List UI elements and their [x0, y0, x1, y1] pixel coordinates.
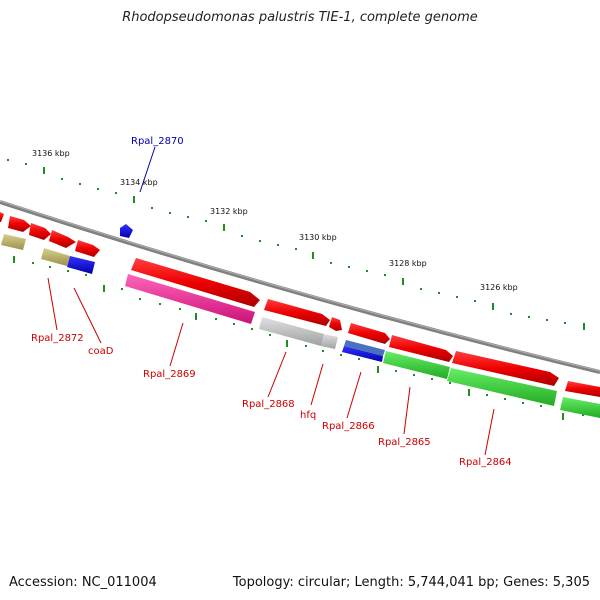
forward-strand: [0, 212, 600, 397]
gene-arrow[interactable]: [29, 223, 51, 240]
gene-arrow[interactable]: [49, 230, 76, 248]
gene-rpal-2864[interactable]: [447, 368, 557, 406]
gene-rpal-2864-fwd[interactable]: [452, 351, 559, 386]
topology-text: Topology: circular; Length: 5,744,041 bp…: [232, 575, 590, 590]
gene-coaD[interactable]: [67, 256, 95, 274]
gene-coaD-bar[interactable]: [41, 248, 70, 266]
gene-arrow[interactable]: [75, 240, 100, 257]
gene-rpal-2866[interactable]: [342, 346, 383, 362]
gene-label[interactable]: Rpal_2872: [31, 333, 84, 344]
gene-label[interactable]: Rpal_2865: [378, 437, 431, 448]
label-leaders: [47, 146, 495, 456]
gene-arrow[interactable]: [565, 381, 600, 397]
gene-arrow[interactable]: [8, 216, 31, 232]
gene-label[interactable]: Rpal_2870: [131, 136, 184, 147]
gene-label[interactable]: Rpal_2868: [242, 399, 295, 410]
kbp-label: 3136 kbp: [32, 149, 70, 158]
gene-rpal-2869[interactable]: [125, 274, 255, 324]
genome-backbone: [0, 200, 600, 374]
gene-label[interactable]: Rpal_2864: [459, 457, 512, 468]
gene-label[interactable]: coaD: [88, 346, 114, 357]
gene-rpal-2870[interactable]: [120, 224, 133, 238]
gene-label[interactable]: Rpal_2869: [143, 369, 196, 380]
kbp-label: 3128 kbp: [389, 259, 427, 268]
gene-rpal-2866-fwd[interactable]: [348, 323, 390, 344]
gene-rpal-2872[interactable]: [1, 234, 26, 250]
kbp-label: 3130 kbp: [299, 233, 337, 242]
gene-bar[interactable]: [560, 397, 600, 418]
gene-rpal-2868[interactable]: [259, 317, 324, 346]
gene-label[interactable]: Rpal_2866: [322, 421, 375, 432]
accession-text: Accession: NC_011004: [9, 575, 157, 590]
scale-ticks: [7, 159, 585, 330]
gene-rpal-2865[interactable]: [383, 351, 450, 379]
gene-rpal-2869-fwd[interactable]: [131, 258, 260, 307]
gene-arrow[interactable]: [0, 212, 4, 222]
reverse-strand: [1, 234, 600, 418]
gene-rpal-2868-fwd[interactable]: [264, 299, 330, 326]
gene-rpal-2865-fwd[interactable]: [389, 335, 453, 362]
map-title: Rhodopseudomonas palustris TIE-1, comple…: [122, 10, 478, 25]
kbp-label: 3126 kbp: [480, 283, 518, 292]
gene-hfq[interactable]: [329, 317, 342, 331]
gene-rpal-2866-upper[interactable]: [344, 340, 385, 356]
kbp-label: 3134 kbp: [120, 178, 158, 187]
kbp-label: 3132 kbp: [210, 207, 248, 216]
gene-label[interactable]: hfq: [300, 410, 316, 421]
inner-ticks: [13, 256, 584, 420]
gene-hfq-bar[interactable]: [321, 334, 338, 349]
